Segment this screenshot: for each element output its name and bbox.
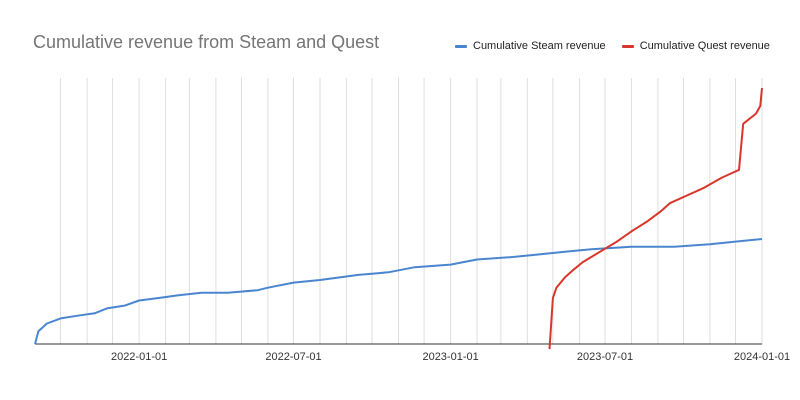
legend-item-quest: Cumulative Quest revenue (621, 40, 770, 52)
legend-label-quest: Cumulative Quest revenue (639, 40, 770, 52)
chart-title: Cumulative revenue from Steam and Quest (33, 32, 380, 52)
legend-swatch-steam (455, 44, 467, 48)
legend-label-steam: Cumulative Steam revenue (473, 40, 606, 52)
legend-swatch-quest (621, 44, 634, 48)
legend: Cumulative Steam revenue Cumulative Ques… (455, 40, 786, 52)
series-line-quest (548, 87, 763, 350)
x-tick-label-1: 2022-07-01 (265, 351, 321, 363)
x-tick-label-2: 2023-01-01 (422, 351, 478, 363)
x-tick-label-0: 2022-01-01 (111, 351, 167, 363)
vertical-gridlines (60, 78, 763, 344)
x-tick-label-4: 2024-01-01 (734, 351, 790, 363)
x-tick-label-3: 2023-07-01 (577, 351, 633, 363)
legend-item-steam: Cumulative Steam revenue (455, 40, 606, 52)
series-line-steam (34, 238, 763, 345)
series-lines (34, 87, 763, 350)
x-tick-labels: 2022-01-01 2022-07-01 2023-01-01 2023-07-01… (111, 351, 790, 363)
